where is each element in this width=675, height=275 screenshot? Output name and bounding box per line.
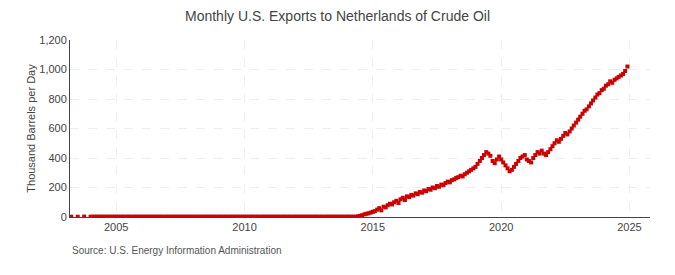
svg-text:400: 400	[48, 152, 66, 164]
svg-text:1,200: 1,200	[39, 34, 67, 46]
svg-text:1,000: 1,000	[39, 63, 67, 75]
svg-text:200: 200	[48, 181, 66, 193]
svg-text:2010: 2010	[232, 221, 256, 233]
svg-text:0: 0	[61, 211, 67, 223]
svg-text:2025: 2025	[617, 221, 641, 233]
svg-text:800: 800	[48, 93, 66, 105]
svg-text:Thousand Barrels per Day: Thousand Barrels per Day	[25, 64, 37, 193]
svg-text:Monthly U.S. Exports to Nether: Monthly U.S. Exports to Netherlands of C…	[185, 8, 490, 24]
svg-text:600: 600	[48, 122, 66, 134]
svg-text:2005: 2005	[104, 221, 128, 233]
svg-text:2020: 2020	[489, 221, 513, 233]
svg-text:Source: U.S. Energy Informatio: Source: U.S. Energy Information Administ…	[72, 245, 282, 256]
svg-text:2015: 2015	[361, 221, 385, 233]
